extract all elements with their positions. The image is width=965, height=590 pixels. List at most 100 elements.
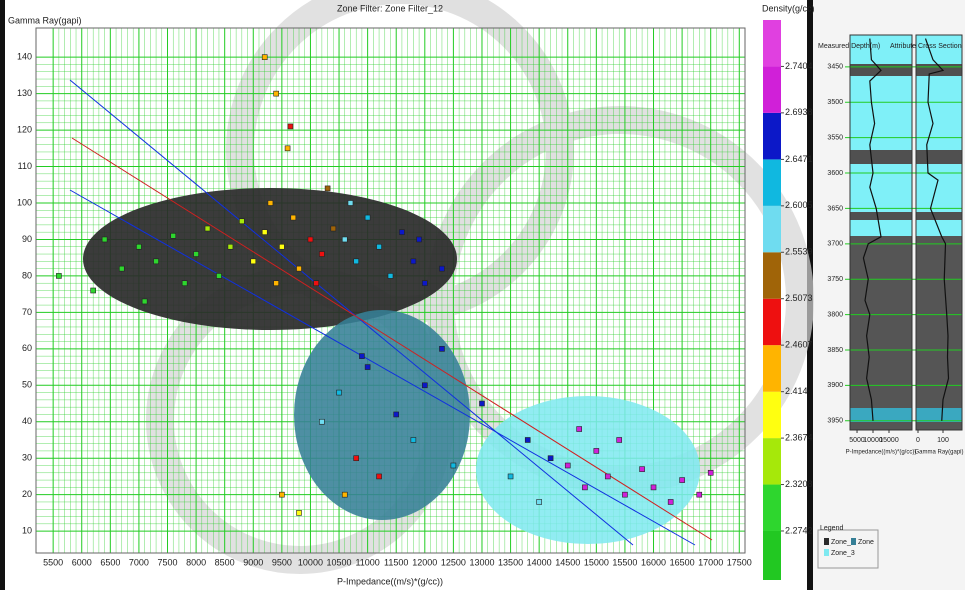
x-tick-label: 14500 xyxy=(555,557,580,567)
depth-tick-label: 3700 xyxy=(827,241,843,248)
colorbar-tick-label: 2.6005 xyxy=(785,200,813,210)
data-point xyxy=(439,266,444,271)
y-tick-label: 50 xyxy=(22,380,32,390)
data-point xyxy=(342,237,347,242)
x-tick-label: 6500 xyxy=(100,557,120,567)
legend-swatch xyxy=(851,538,856,545)
data-point xyxy=(319,252,324,257)
data-point xyxy=(262,230,267,235)
colorbar-band xyxy=(763,206,781,252)
y-tick-label: 120 xyxy=(17,124,32,134)
x-tick-label: 8000 xyxy=(186,557,206,567)
colorbar-tick-label: 2.3208 xyxy=(785,479,813,489)
x-tick-label: 7000 xyxy=(129,557,149,567)
colorbar-band xyxy=(763,345,781,392)
depth-tick-label: 3600 xyxy=(827,170,843,177)
zone-region xyxy=(294,310,470,520)
colorbar-band xyxy=(763,252,781,298)
data-point xyxy=(136,244,141,249)
data-point xyxy=(285,146,290,151)
data-point xyxy=(216,273,221,278)
colorbar-band xyxy=(763,485,781,531)
data-point xyxy=(365,215,370,220)
colorbar-tick-label: 2.5073 xyxy=(785,293,813,303)
data-point xyxy=(337,390,342,395)
legend-item: Zone_3 xyxy=(831,550,855,557)
legend-swatch xyxy=(824,549,829,556)
colorbar-tick-label: 2.7404 xyxy=(785,61,813,71)
zone-band xyxy=(916,236,962,430)
data-point xyxy=(422,281,427,286)
data-point xyxy=(417,237,422,242)
x-tick-label: 7500 xyxy=(157,557,177,567)
colorbar-tick-label: 2.4607 xyxy=(785,340,813,350)
data-point xyxy=(205,226,210,231)
colorbar-band xyxy=(763,20,781,66)
data-point xyxy=(399,230,404,235)
colorbar-band xyxy=(763,113,781,160)
y-tick-label: 60 xyxy=(22,343,32,353)
data-point xyxy=(354,456,359,461)
data-point xyxy=(308,237,313,242)
data-point xyxy=(274,281,279,286)
data-point xyxy=(548,456,553,461)
y-tick-label: 140 xyxy=(17,52,32,62)
colorbar-tick-label: 2.3674 xyxy=(785,432,813,442)
y-tick-label: 90 xyxy=(22,234,32,244)
data-point xyxy=(388,273,393,278)
track-tick-label: 100 xyxy=(937,437,949,444)
data-point xyxy=(668,499,673,504)
data-point xyxy=(411,437,416,442)
track-label: P-Impedance((m/s)*(g/cc)) xyxy=(846,450,917,456)
zone-band xyxy=(916,150,962,164)
depth-tick-label: 3650 xyxy=(827,205,843,212)
x-tick-label: 17000 xyxy=(698,557,723,567)
y-tick-label: 110 xyxy=(18,161,32,171)
zone-band xyxy=(850,150,912,164)
x-tick-label: 15000 xyxy=(584,557,609,567)
y-tick-label: 70 xyxy=(22,307,32,317)
y-axis-label: Gamma Ray(gapi) xyxy=(8,15,82,25)
x-tick-label: 13000 xyxy=(469,557,494,567)
data-point xyxy=(651,485,656,490)
log-title: Attribute Cross Section xyxy=(890,43,962,50)
x-tick-label: 5500 xyxy=(43,557,63,567)
colorbar-band xyxy=(763,392,781,438)
y-tick-label: 40 xyxy=(22,416,32,426)
depth-tick-label: 3500 xyxy=(827,99,843,106)
x-tick-label: 9000 xyxy=(243,557,263,567)
depth-tick-label: 3950 xyxy=(827,418,843,425)
data-point xyxy=(91,288,96,293)
colorbar-tick-label: 2.414 xyxy=(785,386,808,396)
data-point xyxy=(354,259,359,264)
data-point xyxy=(182,281,187,286)
data-point xyxy=(377,244,382,249)
depth-tick-label: 3450 xyxy=(827,64,843,71)
depth-tick-label: 3850 xyxy=(827,347,843,354)
colorbar-title: Density(g/cc) xyxy=(762,3,815,13)
data-point xyxy=(680,478,685,483)
data-point xyxy=(411,259,416,264)
data-point xyxy=(377,474,382,479)
zone-band xyxy=(850,236,912,430)
depth-tick-label: 3550 xyxy=(827,134,843,141)
track-label: Gamma Ray(gapi) xyxy=(914,450,963,456)
data-point xyxy=(239,219,244,224)
legend-swatch xyxy=(824,538,829,545)
zone-band xyxy=(916,408,962,422)
data-point xyxy=(348,201,353,206)
data-point xyxy=(617,437,622,442)
x-tick-label: 12000 xyxy=(412,557,437,567)
data-point xyxy=(525,437,530,442)
colorbar-tick-label: 2.6938 xyxy=(785,107,813,117)
data-point xyxy=(479,401,484,406)
data-point xyxy=(154,259,159,264)
data-point xyxy=(291,215,296,220)
x-tick-label: 10000 xyxy=(298,557,323,567)
data-point xyxy=(319,419,324,424)
zone-band xyxy=(850,408,912,422)
data-point xyxy=(565,463,570,468)
x-tick-label: 11500 xyxy=(384,557,408,567)
data-point xyxy=(594,448,599,453)
y-tick-label: 10 xyxy=(22,526,32,536)
